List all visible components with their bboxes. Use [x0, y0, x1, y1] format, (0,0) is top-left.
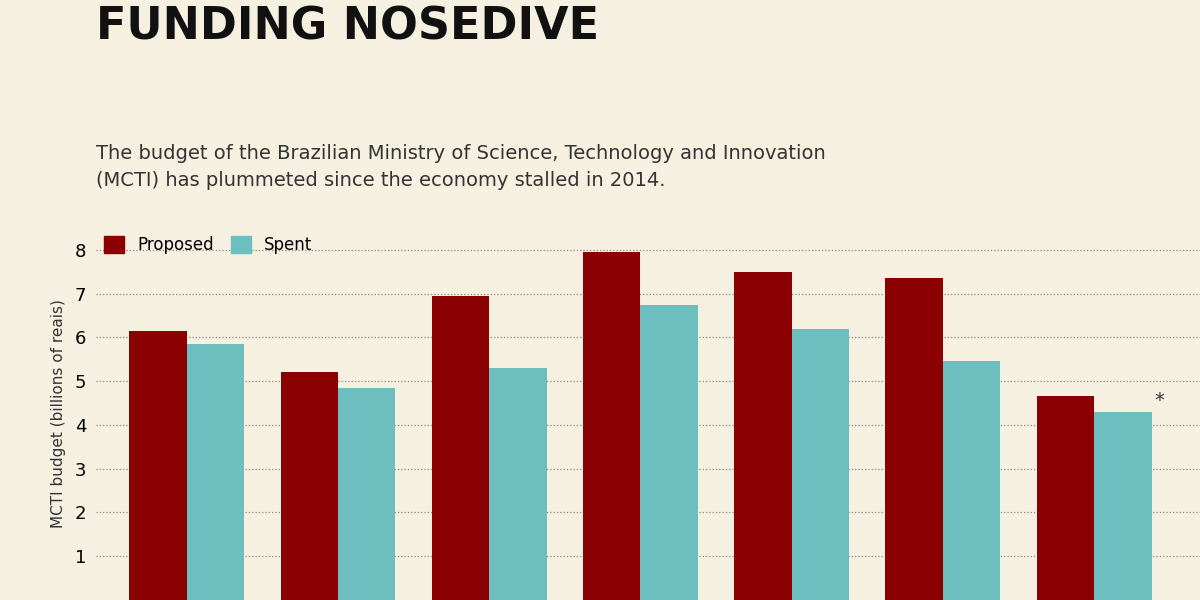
Bar: [1037, 397, 1094, 600]
Bar: [641, 305, 698, 600]
Bar: [130, 331, 187, 600]
Bar: [432, 296, 490, 600]
Text: *: *: [1154, 391, 1164, 410]
Legend: Proposed, Spent: Proposed, Spent: [104, 236, 312, 254]
Bar: [187, 344, 245, 600]
Bar: [1094, 412, 1152, 600]
Bar: [792, 329, 850, 600]
Text: FUNDING NOSEDIVE: FUNDING NOSEDIVE: [96, 6, 599, 49]
Bar: [281, 373, 338, 600]
Text: The budget of the Brazilian Ministry of Science, Technology and Innovation
(MCTI: The budget of the Brazilian Ministry of …: [96, 144, 826, 190]
Bar: [490, 368, 547, 600]
Bar: [338, 388, 396, 600]
Bar: [583, 252, 641, 600]
Bar: [734, 272, 792, 600]
Bar: [886, 278, 943, 600]
Y-axis label: MCTI budget (billions of reais): MCTI budget (billions of reais): [52, 299, 66, 529]
Bar: [943, 361, 1001, 600]
